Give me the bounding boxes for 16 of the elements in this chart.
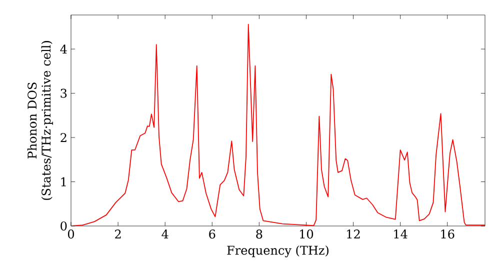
x-axis-title: Frequency (THz) — [227, 245, 328, 258]
x-tick-label: 14 — [394, 230, 408, 238]
x-tick-label: 4 — [162, 230, 168, 238]
y-tick-label: 1 — [61, 177, 66, 186]
x-tick-label: 12 — [347, 230, 360, 238]
x-tick-label: 2 — [115, 230, 121, 238]
x-tick-label: 10 — [300, 230, 314, 239]
x-tick-label: 0 — [68, 230, 74, 239]
y-tick-label: 3 — [60, 88, 67, 98]
y-tick-label: 4 — [60, 44, 67, 54]
y-tick-label: 2 — [60, 133, 66, 142]
y-axis-title: Phonon DOS (States/THz·primitive cell) — [27, 41, 53, 200]
x-tick-label: 6 — [209, 230, 216, 239]
x-tick-label: 16 — [441, 230, 454, 239]
y-tick-label: 0 — [60, 221, 67, 231]
x-tick-label: 8 — [256, 230, 262, 239]
